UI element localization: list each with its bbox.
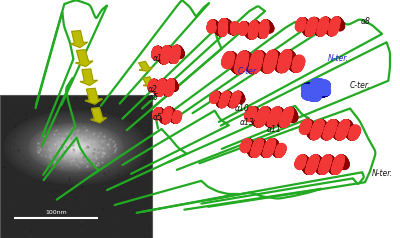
Ellipse shape xyxy=(11,114,141,181)
Ellipse shape xyxy=(24,121,128,174)
Ellipse shape xyxy=(30,124,122,172)
FancyArrow shape xyxy=(76,50,93,66)
FancyArrow shape xyxy=(139,61,153,71)
Ellipse shape xyxy=(37,127,115,168)
Ellipse shape xyxy=(42,130,110,165)
Ellipse shape xyxy=(58,139,94,157)
Ellipse shape xyxy=(8,112,144,183)
Ellipse shape xyxy=(32,124,120,171)
Ellipse shape xyxy=(64,141,88,154)
Ellipse shape xyxy=(28,123,124,173)
Ellipse shape xyxy=(14,115,138,180)
Text: α10: α10 xyxy=(235,104,249,113)
FancyArrow shape xyxy=(91,108,106,123)
Ellipse shape xyxy=(28,123,124,173)
Text: α2: α2 xyxy=(148,85,158,94)
FancyArrow shape xyxy=(70,31,88,48)
Ellipse shape xyxy=(57,138,95,158)
Ellipse shape xyxy=(62,140,90,155)
Text: C-ter.: C-ter. xyxy=(238,67,258,76)
Ellipse shape xyxy=(44,131,108,164)
FancyArrow shape xyxy=(85,88,102,104)
Text: α1: α1 xyxy=(153,54,163,63)
Ellipse shape xyxy=(41,129,111,166)
Ellipse shape xyxy=(51,135,101,160)
Ellipse shape xyxy=(71,145,81,150)
Ellipse shape xyxy=(35,126,117,169)
Text: N-ter.: N-ter. xyxy=(328,54,348,63)
Ellipse shape xyxy=(34,125,118,170)
Ellipse shape xyxy=(18,117,134,178)
Text: N-ter.: N-ter. xyxy=(372,169,392,178)
Ellipse shape xyxy=(55,137,97,159)
Ellipse shape xyxy=(39,128,113,167)
FancyArrow shape xyxy=(143,77,157,87)
Text: α6: α6 xyxy=(149,93,159,102)
Bar xyxy=(0,95,152,238)
Ellipse shape xyxy=(21,119,131,176)
Ellipse shape xyxy=(46,132,106,163)
Ellipse shape xyxy=(70,144,83,151)
Ellipse shape xyxy=(50,134,102,161)
Text: α5: α5 xyxy=(153,113,163,122)
FancyArrow shape xyxy=(80,69,98,85)
Ellipse shape xyxy=(4,110,148,185)
Ellipse shape xyxy=(66,142,86,153)
Ellipse shape xyxy=(48,133,104,162)
Text: α11: α11 xyxy=(267,125,281,134)
Ellipse shape xyxy=(53,136,99,159)
Ellipse shape xyxy=(60,139,92,156)
Text: α8: α8 xyxy=(361,17,371,26)
Ellipse shape xyxy=(68,143,84,152)
Text: α13: α13 xyxy=(240,118,254,127)
Text: 100nm: 100nm xyxy=(45,210,67,215)
Text: C-ter.: C-ter. xyxy=(350,81,370,90)
